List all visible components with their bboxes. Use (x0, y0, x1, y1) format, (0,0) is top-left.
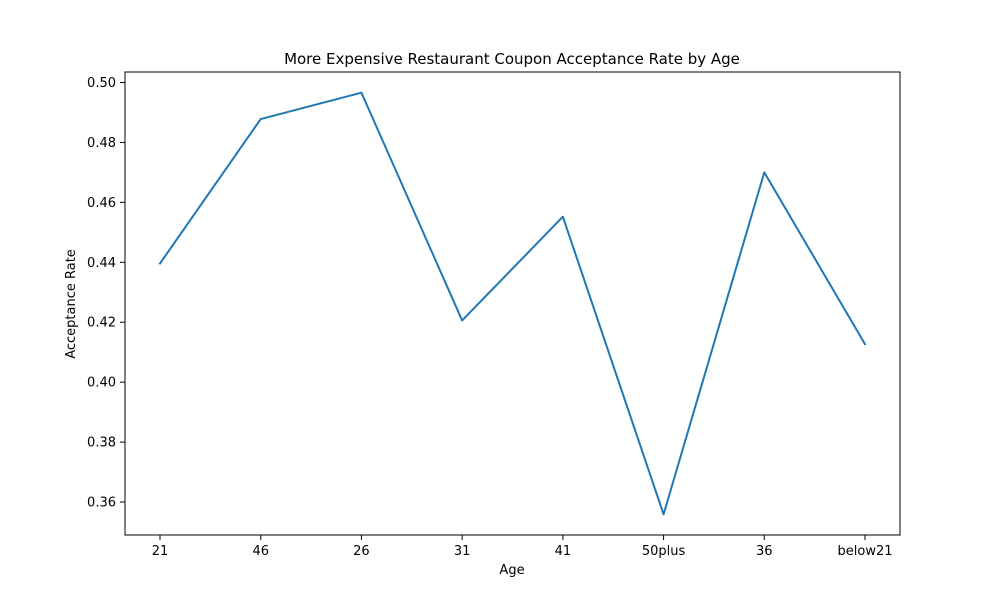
x-tick-label: 41 (555, 544, 572, 559)
y-tick-label: 0.48 (87, 136, 116, 151)
x-tick-label: 31 (454, 544, 471, 559)
x-tick-label: 46 (252, 544, 269, 559)
y-tick-label: 0.50 (87, 76, 116, 91)
y-tick-label: 0.40 (87, 376, 116, 391)
y-tick-label: 0.36 (87, 496, 116, 511)
x-tick-label: 50plus (642, 544, 686, 559)
x-axis-label: Age (499, 563, 524, 578)
y-tick-label: 0.46 (87, 196, 116, 211)
y-tick-label: 0.44 (87, 256, 116, 271)
x-tick-label: 21 (152, 544, 169, 559)
plot-frame (124, 71, 901, 536)
chart-title: More Expensive Restaurant Coupon Accepta… (284, 50, 740, 68)
series-line (158, 91, 867, 516)
x-tick-label: 36 (756, 544, 773, 559)
y-tick-label: 0.42 (87, 316, 116, 331)
x-tick-label: below21 (838, 544, 893, 559)
plot-area: 21 46 26 31 41 50plus 36 below21 0.36 0.38 0.40 0.4… (87, 76, 892, 559)
y-axis-label: Acceptance Rate (64, 249, 79, 359)
y-tick-label: 0.38 (87, 436, 116, 451)
x-tick-label: 26 (353, 544, 370, 559)
